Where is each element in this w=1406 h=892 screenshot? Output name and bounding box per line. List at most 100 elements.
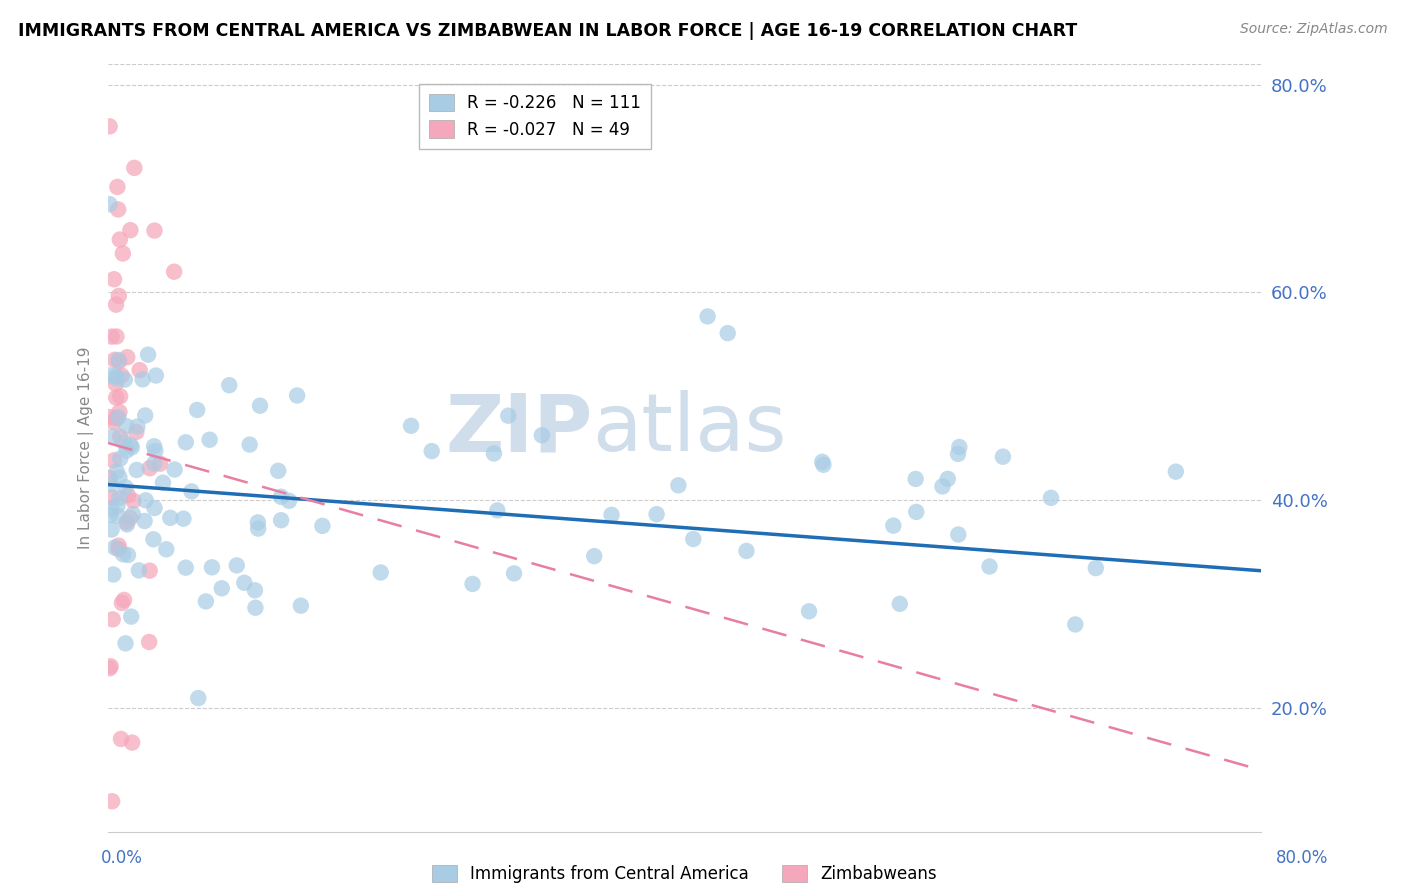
Point [135, 493, 157, 508]
Point [117, 548, 139, 562]
Point [108, 354, 131, 368]
Point [399, 418, 422, 433]
Point [904, 472, 927, 486]
Point [143, 457, 166, 471]
Point [105, 329, 128, 343]
Point [107, 542, 129, 557]
Point [155, 542, 177, 557]
Point [101, 612, 124, 626]
Point [270, 490, 292, 504]
Legend: R = -0.226   N = 111, R = -0.027   N = 49: R = -0.226 N = 111, R = -0.027 N = 49 [419, 84, 651, 149]
Point [138, 635, 160, 649]
Point [120, 511, 142, 525]
Point [198, 433, 221, 447]
Point [120, 609, 142, 624]
Point [98, 661, 121, 675]
Point [145, 368, 167, 383]
Point [117, 488, 139, 502]
Point [482, 446, 505, 460]
Point [813, 458, 835, 472]
Point [112, 435, 135, 450]
Point [110, 731, 132, 746]
Point [249, 399, 271, 413]
Point [115, 419, 138, 434]
Point [128, 563, 150, 577]
Point [98, 471, 121, 485]
Point [114, 373, 136, 387]
Point [100, 477, 122, 491]
Point [108, 233, 131, 247]
Point [115, 517, 138, 532]
Point [103, 272, 125, 286]
Point [103, 567, 125, 582]
Point [931, 479, 953, 493]
Point [936, 472, 959, 486]
Text: Source: ZipAtlas.com: Source: ZipAtlas.com [1240, 22, 1388, 37]
Point [134, 409, 156, 423]
Point [107, 289, 129, 303]
Point [682, 532, 704, 546]
Point [110, 368, 132, 383]
Point [186, 403, 208, 417]
Point [247, 522, 270, 536]
Point [717, 326, 740, 340]
Point [114, 636, 136, 650]
Point [696, 310, 718, 324]
Point [163, 265, 186, 279]
Point [101, 491, 124, 505]
Point [498, 409, 520, 423]
Point [267, 464, 290, 478]
Point [143, 501, 166, 516]
Point [211, 582, 233, 596]
Point [98, 368, 121, 383]
Point [194, 594, 217, 608]
Point [103, 415, 125, 429]
Point [100, 523, 122, 537]
Point [225, 558, 247, 573]
Point [138, 564, 160, 578]
Point [125, 463, 148, 477]
Point [111, 246, 134, 260]
Point [115, 443, 138, 458]
Point [246, 516, 269, 530]
Point [136, 348, 159, 362]
Point [1164, 465, 1187, 479]
Point [243, 583, 266, 598]
Point [278, 493, 301, 508]
Point [174, 435, 197, 450]
Point [503, 566, 526, 581]
Point [172, 511, 194, 525]
Point [128, 363, 150, 377]
Point [735, 544, 758, 558]
Point [108, 491, 131, 505]
Point [104, 376, 127, 391]
Point [797, 604, 820, 618]
Point [187, 691, 209, 706]
Point [285, 388, 308, 402]
Point [115, 516, 138, 530]
Point [107, 499, 129, 513]
Point [991, 450, 1014, 464]
Point [100, 329, 122, 343]
Point [163, 462, 186, 476]
Point [112, 593, 135, 607]
Point [245, 600, 267, 615]
Point [98, 197, 121, 211]
Point [239, 437, 262, 451]
Point [143, 439, 166, 453]
Point [583, 549, 606, 563]
Point [100, 659, 122, 673]
Point [530, 428, 553, 442]
Point [101, 429, 124, 443]
Point [117, 350, 139, 364]
Point [201, 560, 224, 574]
Point [107, 410, 129, 425]
Point [105, 298, 128, 312]
Point [107, 353, 129, 368]
Point [103, 453, 125, 467]
Point [666, 478, 689, 492]
Point [180, 484, 202, 499]
Point [127, 419, 149, 434]
Point [134, 514, 156, 528]
Point [948, 527, 970, 541]
